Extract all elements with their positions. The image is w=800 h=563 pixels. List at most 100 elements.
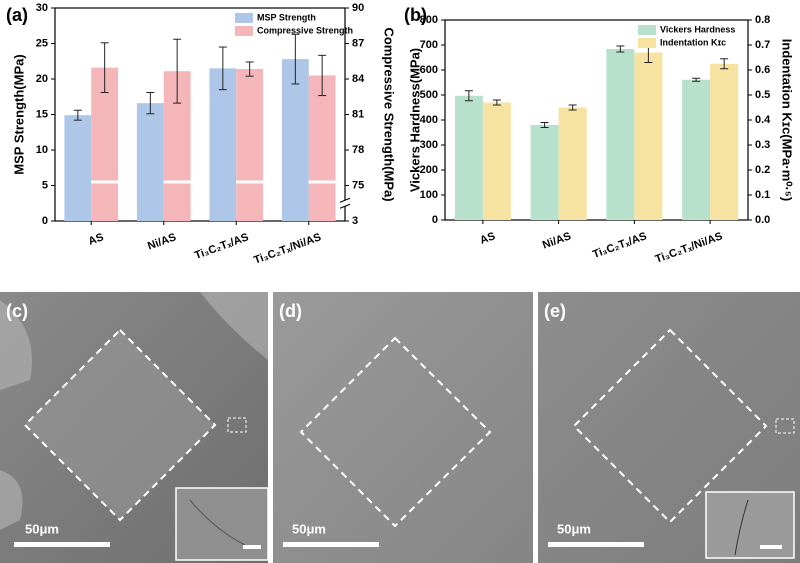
y2-tick-label: 3 [352,215,358,227]
bar [710,63,739,220]
bar-break [163,180,191,184]
bar [308,75,336,221]
y2-tick-label: 0.3 [755,139,770,151]
y-axis-title: Vickers Hardness(MPa) [407,48,422,192]
crack [189,499,246,546]
y-tick-label: 10 [36,144,48,156]
bar [136,103,164,221]
y-tick-label: 200 [420,164,438,176]
inset-scale-bar [760,545,782,549]
legend-label: Vickers Hardness [660,24,735,34]
zoom-box [775,418,795,434]
y2-tick-label: 0.7 [755,39,770,51]
y-tick-label: 300 [420,139,438,151]
x-tick-label: Ti₃C₂Tₓ/Ni/AS [654,230,724,265]
panel-label: (e) [544,301,566,321]
y-tick-label: 0 [42,215,48,227]
crack [734,499,749,556]
panel-label: (c) [6,301,28,321]
y2-tick-label: 0.4 [755,114,771,126]
bar-break [236,180,264,184]
x-tick-label: AS [478,230,496,247]
y-axis-title: MSP Strength(MPa) [11,54,26,174]
panel-label: (b) [404,5,427,25]
scale-bar [14,542,110,547]
x-tick-label: Ni/AS [541,230,573,251]
scale-bar-label: 50μm [292,521,326,536]
bar [454,95,483,220]
bar [209,68,237,221]
y-tick-label: 600 [420,64,438,76]
chart: 0 5 10 15 20 25 30 3 75 78 81 84 87 90 MSP Strength(MP… [6,2,397,267]
scale-bar-label: 50μm [557,521,591,536]
y-tick-label: 5 [42,179,48,191]
bar [236,69,264,221]
y-tick-label: 400 [420,114,438,126]
y2-tick-label: 75 [352,179,364,191]
scale-bar-label: 50μm [25,521,59,536]
legend-swatch [638,25,656,35]
y-tick-label: 20 [36,73,48,85]
x-tick-label: AS [87,231,105,248]
bar [634,52,663,220]
axis-break [339,203,351,209]
y-tick-label: 30 [36,2,48,14]
bar [91,67,119,221]
panel-label: (d) [279,301,302,321]
y-tick-label: 25 [36,37,48,49]
bar [558,107,587,220]
indent-outline [572,328,768,524]
chart: 0 100 200 300 400 500 600 700 800 0.0 0.1 0.2 0.3 0.4… [404,5,795,266]
inset [175,487,269,561]
y2-axis-title: Compressive Strength(MPa) [382,27,397,201]
inset-scale-bar [243,545,261,549]
bar-break [308,180,336,184]
y2-tick-label: 0.1 [755,189,770,201]
legend-label: Compressive Strength [257,25,353,35]
sem-image-e: 50μm (e) [538,292,800,563]
legend-swatch [638,38,656,48]
y2-axis-title: Indentation Kɪᴄ(MPa·m⁰·⁵) [780,39,795,201]
y-tick-label: 800 [420,14,438,26]
bar [482,102,511,220]
sem-image-c: 50μm (c) [0,292,269,563]
y-tick-label: 500 [420,89,438,101]
y2-tick-label: 0.5 [755,89,770,101]
y-tick-label: 0 [432,214,438,226]
bar [530,125,559,220]
scale-bar [283,542,379,547]
y-tick-label: 15 [36,108,48,120]
x-tick-label: Ni/AS [146,231,178,252]
y2-tick-label: 0.2 [755,164,770,176]
y2-tick-label: 0.0 [755,214,770,226]
y2-tick-label: 0.8 [755,14,770,26]
x-tick-label: Ti₃C₂Tₓ/AS [193,231,250,262]
y2-tick-label: 0.6 [755,64,770,76]
panel-label: (a) [6,5,28,25]
legend-swatch [235,26,253,36]
bar [682,79,711,220]
legend-label: Indentation Kɪᴄ [660,37,726,47]
bar [281,59,309,222]
y2-tick-label: 87 [352,37,364,49]
bar [64,115,92,221]
bar-break [91,180,119,184]
sem-texture [0,292,268,530]
axis-break [339,197,351,203]
scale-bar [548,542,644,547]
indent-outline [299,336,492,528]
axis-break-gap [342,200,348,207]
sem-image-d: 50μm (d) [273,292,533,563]
legend-swatch [235,13,253,23]
y-tick-label: 100 [420,189,438,201]
y2-tick-label: 78 [352,144,364,156]
bar [606,49,635,220]
x-tick-label: Ti₃C₂Tₓ/Ni/AS [252,231,322,266]
y2-tick-label: 84 [352,73,365,85]
indent-outline [23,328,217,522]
y-tick-label: 700 [420,39,438,51]
x-tick-label: Ti₃C₂Tₓ/AS [591,230,648,261]
y2-tick-label: 81 [352,108,364,120]
y2-tick-label: 90 [352,2,364,14]
